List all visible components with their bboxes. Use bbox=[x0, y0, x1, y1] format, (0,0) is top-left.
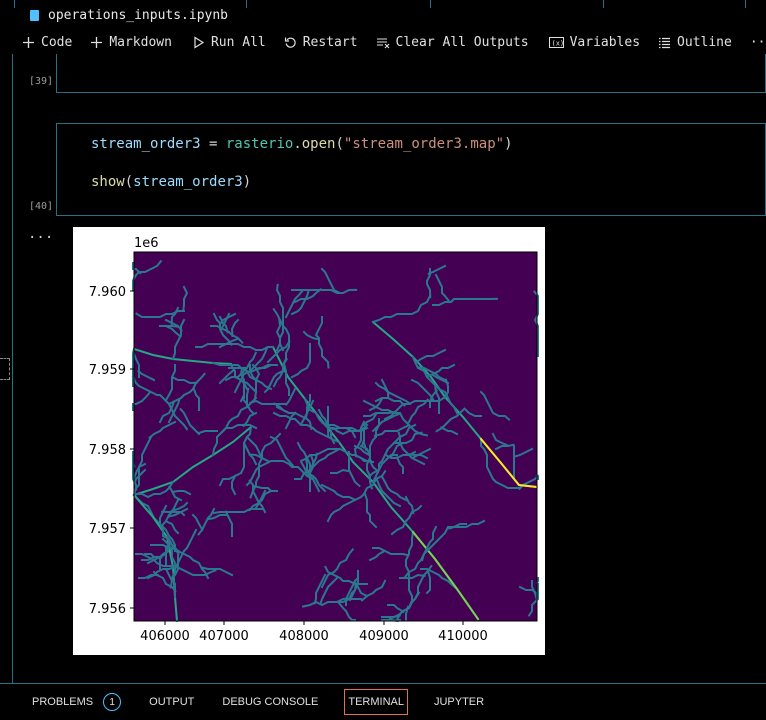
tab-jupyter-label: JUPYTER bbox=[434, 696, 484, 708]
outline-button[interactable]: Outline bbox=[658, 35, 732, 50]
tab-divider bbox=[430, 0, 431, 8]
code-token: ( bbox=[125, 174, 133, 190]
clear-all-outputs-label: Clear All Outputs bbox=[396, 35, 529, 50]
tab-output[interactable]: OUTPUT bbox=[147, 690, 196, 714]
stream-segment bbox=[160, 326, 177, 327]
code-cell-39[interactable] bbox=[56, 54, 766, 93]
code-token: stream_order3 bbox=[133, 174, 243, 190]
raster-plot-output: 1e6 406000 407000 408000 409000 410000 7.960… bbox=[73, 227, 545, 655]
variables-label: Variables bbox=[570, 35, 640, 50]
cell-left-rail bbox=[12, 54, 13, 684]
notebook-tab[interactable]: operations_inputs.ipynb bbox=[14, 0, 246, 30]
svg-text:(x): (x) bbox=[551, 39, 564, 47]
editor-tab-bar: operations_inputs.ipynb bbox=[0, 0, 766, 30]
plus-icon bbox=[90, 36, 103, 49]
y-tick-label: 7.960 bbox=[89, 285, 126, 300]
stream-order-raster-chart: 1e6 406000 407000 408000 409000 410000 7.960… bbox=[73, 227, 545, 655]
run-all-button[interactable]: Run All bbox=[192, 35, 266, 50]
tab-problems-label: PROBLEMS bbox=[32, 696, 93, 708]
restart-icon bbox=[284, 36, 297, 49]
outline-label: Outline bbox=[677, 35, 732, 50]
code-line-2[interactable]: show(stream_order3) bbox=[91, 174, 251, 190]
tab-terminal[interactable]: TERMINAL bbox=[344, 689, 408, 715]
restart-button[interactable]: Restart bbox=[284, 35, 358, 50]
more-actions-button[interactable]: ··· bbox=[750, 35, 766, 50]
execution-count: [39] bbox=[29, 76, 53, 87]
code-token: rasterio bbox=[226, 136, 293, 152]
variables-icon: (x) bbox=[549, 36, 564, 49]
y-tick-label: 7.956 bbox=[89, 602, 126, 617]
tab-terminal-label: TERMINAL bbox=[348, 696, 404, 708]
tab-filename: operations_inputs.ipynb bbox=[48, 8, 228, 23]
code-token: show bbox=[91, 174, 125, 190]
execution-count: [40] bbox=[29, 201, 53, 212]
x-tick-label: 410000 bbox=[438, 629, 488, 644]
panel-tab-bar: PROBLEMS 1 OUTPUT DEBUG CONSOLE TERMINAL… bbox=[0, 683, 766, 720]
output-actions-ellipsis[interactable]: ... bbox=[28, 226, 53, 242]
list-icon bbox=[658, 36, 671, 49]
y-tick-label: 7.958 bbox=[89, 443, 126, 458]
code-token: = bbox=[201, 136, 226, 152]
code-token: stream_order3 bbox=[91, 136, 201, 152]
add-markdown-label: Markdown bbox=[109, 35, 172, 50]
code-line-1[interactable]: stream_order3 = rasterio.open("stream_or… bbox=[91, 136, 513, 152]
code-token: ) bbox=[243, 174, 251, 190]
problems-count-badge: 1 bbox=[103, 693, 121, 711]
tab-divider bbox=[246, 0, 247, 8]
x-axis: 406000 407000 408000 409000 410000 bbox=[140, 621, 488, 644]
code-token: "stream_order3.map" bbox=[344, 136, 504, 152]
offset-label: 1e6 bbox=[134, 236, 159, 251]
add-code-cell-button[interactable]: Code bbox=[22, 35, 72, 50]
variables-button[interactable]: (x) Variables bbox=[549, 35, 640, 50]
sash-marker bbox=[0, 358, 10, 380]
play-icon bbox=[192, 36, 205, 49]
notebook-toolbar: Code Markdown Run All Restart Clear All … bbox=[0, 30, 766, 54]
x-tick-label: 407000 bbox=[199, 629, 249, 644]
plus-icon bbox=[22, 36, 35, 49]
more-actions-icon: ··· bbox=[750, 35, 766, 50]
add-markdown-cell-button[interactable]: Markdown bbox=[90, 35, 172, 50]
x-tick-label: 406000 bbox=[140, 629, 190, 644]
run-all-label: Run All bbox=[211, 35, 266, 50]
y-axis: 7.960 7.959 7.958 7.957 7.956 bbox=[89, 285, 134, 617]
y-tick-label: 7.957 bbox=[89, 522, 126, 537]
clear-all-outputs-button[interactable]: Clear All Outputs bbox=[376, 35, 529, 50]
restart-label: Restart bbox=[303, 35, 358, 50]
x-tick-label: 408000 bbox=[279, 629, 329, 644]
tab-divider bbox=[603, 0, 604, 8]
clear-all-icon bbox=[376, 36, 390, 49]
tab-divider bbox=[745, 0, 746, 8]
code-token: open bbox=[302, 136, 336, 152]
x-tick-label: 409000 bbox=[359, 629, 409, 644]
code-token: ) bbox=[504, 136, 512, 152]
tab-debug-console[interactable]: DEBUG CONSOLE bbox=[220, 690, 320, 714]
tab-jupyter[interactable]: JUPYTER bbox=[432, 690, 486, 714]
code-token: . bbox=[293, 136, 301, 152]
y-tick-label: 7.959 bbox=[89, 363, 126, 378]
notebook-file-icon bbox=[30, 10, 39, 21]
add-code-label: Code bbox=[41, 35, 72, 50]
code-token: ( bbox=[335, 136, 343, 152]
tab-output-label: OUTPUT bbox=[149, 696, 194, 708]
tab-problems[interactable]: PROBLEMS 1 bbox=[30, 687, 123, 717]
tab-debug-console-label: DEBUG CONSOLE bbox=[222, 696, 318, 708]
